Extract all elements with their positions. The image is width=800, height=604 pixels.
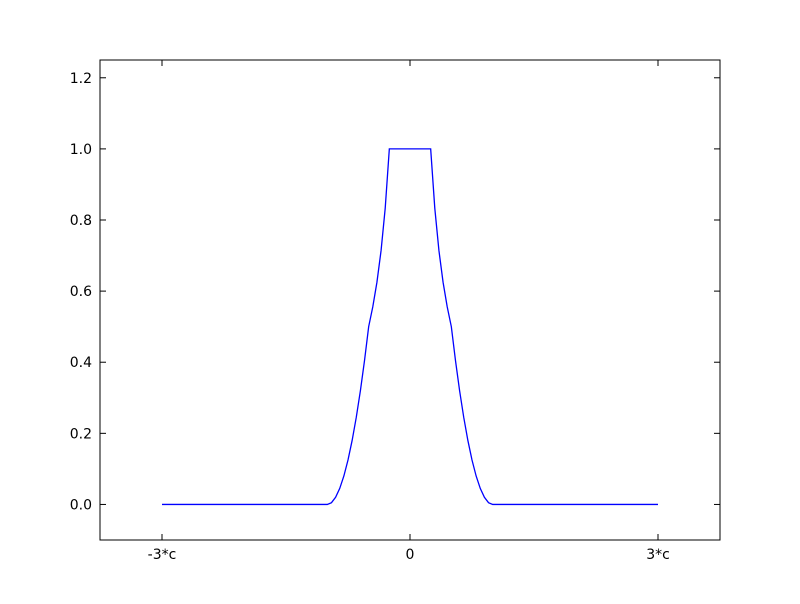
- x-tick-label: 3*c: [646, 547, 670, 563]
- y-tick-label: 0.8: [70, 213, 92, 229]
- y-tick-label: 1.0: [70, 142, 92, 158]
- plot-area: [100, 60, 720, 540]
- y-tick-label: 0.2: [70, 426, 92, 442]
- x-tick-label: 0: [406, 547, 415, 563]
- y-tick-label: 0.6: [70, 284, 92, 300]
- y-tick-label: 0.0: [70, 497, 92, 513]
- plot-frame: [99, 59, 721, 541]
- y-tick-label: 1.2: [70, 71, 92, 87]
- series-line: [162, 148, 658, 506]
- x-tick-label: -3*c: [148, 547, 177, 563]
- y-tick-label: 0.4: [70, 355, 92, 371]
